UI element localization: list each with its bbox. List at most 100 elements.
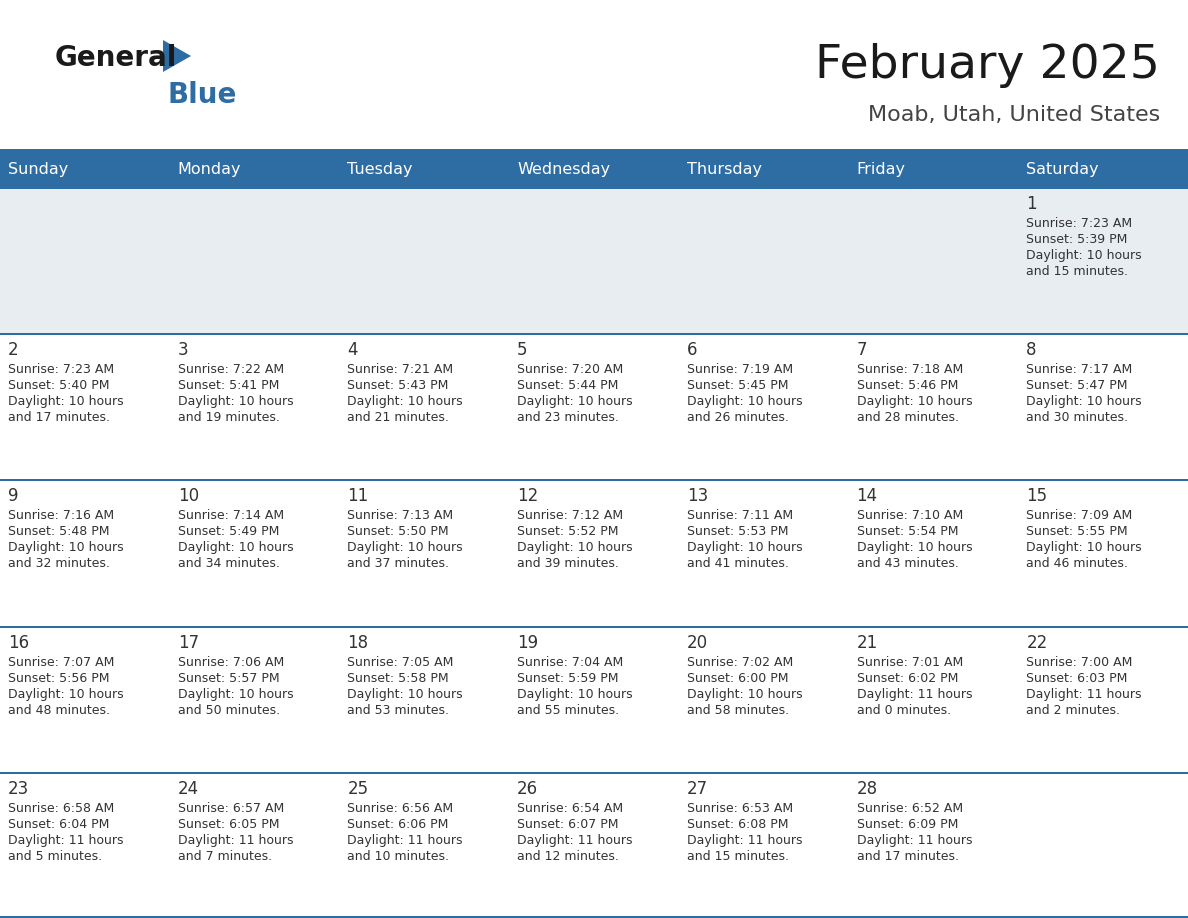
Text: and 58 minutes.: and 58 minutes. <box>687 703 789 717</box>
Text: February 2025: February 2025 <box>815 42 1159 87</box>
Text: Sunrise: 7:09 AM: Sunrise: 7:09 AM <box>1026 509 1132 522</box>
Text: Sunset: 5:57 PM: Sunset: 5:57 PM <box>178 672 279 685</box>
Text: Sunset: 6:02 PM: Sunset: 6:02 PM <box>857 672 958 685</box>
Text: Sunset: 6:03 PM: Sunset: 6:03 PM <box>1026 672 1127 685</box>
Text: Sunrise: 7:16 AM: Sunrise: 7:16 AM <box>8 509 114 522</box>
Text: and 0 minutes.: and 0 minutes. <box>857 703 950 717</box>
Text: and 5 minutes.: and 5 minutes. <box>8 850 102 863</box>
Text: 2: 2 <box>8 341 19 359</box>
Text: Daylight: 10 hours: Daylight: 10 hours <box>517 542 633 554</box>
Text: and 32 minutes.: and 32 minutes. <box>8 557 109 570</box>
Text: 21: 21 <box>857 633 878 652</box>
Text: Sunset: 5:52 PM: Sunset: 5:52 PM <box>517 525 619 538</box>
Text: Sunset: 5:46 PM: Sunset: 5:46 PM <box>857 379 958 392</box>
Text: 17: 17 <box>178 633 198 652</box>
Text: 6: 6 <box>687 341 697 359</box>
Text: Sunset: 5:47 PM: Sunset: 5:47 PM <box>1026 379 1127 392</box>
Bar <box>0 333 1188 479</box>
Text: and 48 minutes.: and 48 minutes. <box>8 703 110 717</box>
Text: Sunrise: 6:56 AM: Sunrise: 6:56 AM <box>347 801 454 815</box>
Text: Sunrise: 7:13 AM: Sunrise: 7:13 AM <box>347 509 454 522</box>
Bar <box>0 187 1188 189</box>
Text: Sunset: 6:00 PM: Sunset: 6:00 PM <box>687 672 789 685</box>
Text: Tuesday: Tuesday <box>347 162 413 177</box>
Text: Sunset: 5:44 PM: Sunset: 5:44 PM <box>517 379 619 392</box>
Text: Daylight: 10 hours: Daylight: 10 hours <box>687 396 802 409</box>
Text: Sunrise: 6:57 AM: Sunrise: 6:57 AM <box>178 801 284 815</box>
Text: 23: 23 <box>8 779 30 798</box>
Text: Sunrise: 7:21 AM: Sunrise: 7:21 AM <box>347 364 454 376</box>
Text: Monday: Monday <box>178 162 241 177</box>
Bar <box>0 772 1188 918</box>
Text: Daylight: 11 hours: Daylight: 11 hours <box>517 834 633 846</box>
Bar <box>0 625 1188 628</box>
Text: Daylight: 10 hours: Daylight: 10 hours <box>178 688 293 700</box>
Text: Sunset: 5:40 PM: Sunset: 5:40 PM <box>8 379 109 392</box>
Text: Sunrise: 7:06 AM: Sunrise: 7:06 AM <box>178 655 284 668</box>
Text: 19: 19 <box>517 633 538 652</box>
Text: Sunset: 5:54 PM: Sunset: 5:54 PM <box>857 525 958 538</box>
Text: Daylight: 11 hours: Daylight: 11 hours <box>687 834 802 846</box>
Text: Sunrise: 7:00 AM: Sunrise: 7:00 AM <box>1026 655 1132 668</box>
Text: 22: 22 <box>1026 633 1048 652</box>
Text: Saturday: Saturday <box>1026 162 1099 177</box>
Text: Sunrise: 7:10 AM: Sunrise: 7:10 AM <box>857 509 962 522</box>
Text: Sunrise: 7:07 AM: Sunrise: 7:07 AM <box>8 655 114 668</box>
Text: and 12 minutes.: and 12 minutes. <box>517 850 619 863</box>
Text: Sunset: 5:48 PM: Sunset: 5:48 PM <box>8 525 109 538</box>
Text: 12: 12 <box>517 487 538 506</box>
Text: Daylight: 10 hours: Daylight: 10 hours <box>8 542 124 554</box>
Text: Sunset: 5:58 PM: Sunset: 5:58 PM <box>347 672 449 685</box>
Text: 24: 24 <box>178 779 198 798</box>
Text: and 26 minutes.: and 26 minutes. <box>687 411 789 424</box>
Text: 8: 8 <box>1026 341 1037 359</box>
Text: Sunrise: 7:17 AM: Sunrise: 7:17 AM <box>1026 364 1132 376</box>
Text: Sunset: 6:07 PM: Sunset: 6:07 PM <box>517 818 619 831</box>
Text: and 21 minutes.: and 21 minutes. <box>347 411 449 424</box>
Text: Daylight: 10 hours: Daylight: 10 hours <box>347 542 463 554</box>
Text: General: General <box>55 44 177 72</box>
Text: Daylight: 10 hours: Daylight: 10 hours <box>8 396 124 409</box>
Text: and 50 minutes.: and 50 minutes. <box>178 703 280 717</box>
Text: and 39 minutes.: and 39 minutes. <box>517 557 619 570</box>
Text: and 7 minutes.: and 7 minutes. <box>178 850 272 863</box>
Text: 10: 10 <box>178 487 198 506</box>
Text: and 34 minutes.: and 34 minutes. <box>178 557 279 570</box>
Text: 4: 4 <box>347 341 358 359</box>
Text: Sunrise: 6:58 AM: Sunrise: 6:58 AM <box>8 801 114 815</box>
Text: Sunrise: 6:53 AM: Sunrise: 6:53 AM <box>687 801 792 815</box>
Text: Sunday: Sunday <box>8 162 68 177</box>
Text: Daylight: 10 hours: Daylight: 10 hours <box>517 396 633 409</box>
Text: and 19 minutes.: and 19 minutes. <box>178 411 279 424</box>
Text: Sunset: 6:06 PM: Sunset: 6:06 PM <box>347 818 449 831</box>
Text: and 23 minutes.: and 23 minutes. <box>517 411 619 424</box>
Text: Sunset: 5:39 PM: Sunset: 5:39 PM <box>1026 233 1127 246</box>
Text: Sunset: 5:56 PM: Sunset: 5:56 PM <box>8 672 109 685</box>
Text: Daylight: 10 hours: Daylight: 10 hours <box>8 688 124 700</box>
Text: and 46 minutes.: and 46 minutes. <box>1026 557 1129 570</box>
Text: Daylight: 10 hours: Daylight: 10 hours <box>178 396 293 409</box>
Text: Sunrise: 7:19 AM: Sunrise: 7:19 AM <box>687 364 792 376</box>
Bar <box>0 149 1188 152</box>
Text: Sunrise: 7:05 AM: Sunrise: 7:05 AM <box>347 655 454 668</box>
Bar <box>0 479 1188 481</box>
Text: Daylight: 11 hours: Daylight: 11 hours <box>8 834 124 846</box>
Text: Sunrise: 6:52 AM: Sunrise: 6:52 AM <box>857 801 962 815</box>
Text: 26: 26 <box>517 779 538 798</box>
Text: 13: 13 <box>687 487 708 506</box>
Text: and 2 minutes.: and 2 minutes. <box>1026 703 1120 717</box>
Text: Daylight: 10 hours: Daylight: 10 hours <box>347 688 463 700</box>
Text: Daylight: 10 hours: Daylight: 10 hours <box>347 396 463 409</box>
Text: Daylight: 11 hours: Daylight: 11 hours <box>178 834 293 846</box>
Text: Sunrise: 7:22 AM: Sunrise: 7:22 AM <box>178 364 284 376</box>
Text: and 41 minutes.: and 41 minutes. <box>687 557 789 570</box>
Text: Sunset: 5:43 PM: Sunset: 5:43 PM <box>347 379 449 392</box>
Text: 11: 11 <box>347 487 368 506</box>
Text: Sunrise: 7:12 AM: Sunrise: 7:12 AM <box>517 509 624 522</box>
Text: Sunset: 5:53 PM: Sunset: 5:53 PM <box>687 525 789 538</box>
Text: Moab, Utah, United States: Moab, Utah, United States <box>867 105 1159 125</box>
Text: Sunset: 5:45 PM: Sunset: 5:45 PM <box>687 379 789 392</box>
Text: Sunset: 5:55 PM: Sunset: 5:55 PM <box>1026 525 1127 538</box>
Text: Sunset: 5:50 PM: Sunset: 5:50 PM <box>347 525 449 538</box>
Bar <box>0 187 1188 333</box>
